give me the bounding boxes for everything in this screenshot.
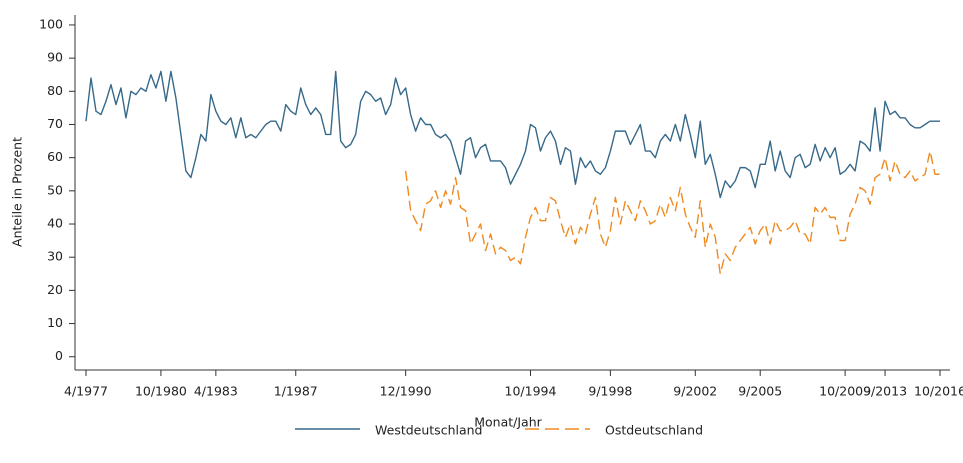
x-tick-label: 10/1980 [135, 384, 187, 399]
y-tick-label: 20 [47, 282, 63, 297]
x-tick-label: 9/1998 [588, 384, 632, 399]
series-line [85, 70, 940, 199]
x-tick-label: 10/2016 [914, 384, 963, 399]
y-tick-label: 30 [47, 249, 63, 264]
y-tick-label: 40 [47, 216, 63, 231]
x-tick-label: 9/2013 [863, 384, 907, 399]
x-tick-label: 4/1983 [194, 384, 238, 399]
x-tick-label: 1/1987 [274, 384, 318, 399]
y-tick-label: 50 [47, 182, 63, 197]
x-tick-label: 9/2005 [738, 384, 782, 399]
y-tick-label: 60 [47, 149, 63, 164]
legend-label: Ostdeutschland [605, 423, 703, 438]
x-axis-label: Monat/Jahr [474, 415, 542, 430]
x-tick-label: 10/2009 [819, 384, 871, 399]
y-tick-label: 80 [47, 83, 63, 98]
y-tick-label: 90 [47, 50, 63, 65]
x-tick-label: 9/2002 [673, 384, 717, 399]
y-tick-label: 0 [55, 348, 63, 363]
y-tick-label: 100 [39, 16, 63, 31]
y-axis-label: Anteile in Prozent [10, 137, 25, 247]
legend-label: Westdeutschland [375, 423, 482, 438]
y-tick-label: 10 [47, 315, 63, 330]
series-line [404, 150, 940, 275]
y-tick-label: 70 [47, 116, 63, 131]
x-tick-label: 4/1977 [64, 384, 108, 399]
x-tick-label: 12/1990 [380, 384, 432, 399]
x-tick-label: 10/1994 [505, 384, 557, 399]
